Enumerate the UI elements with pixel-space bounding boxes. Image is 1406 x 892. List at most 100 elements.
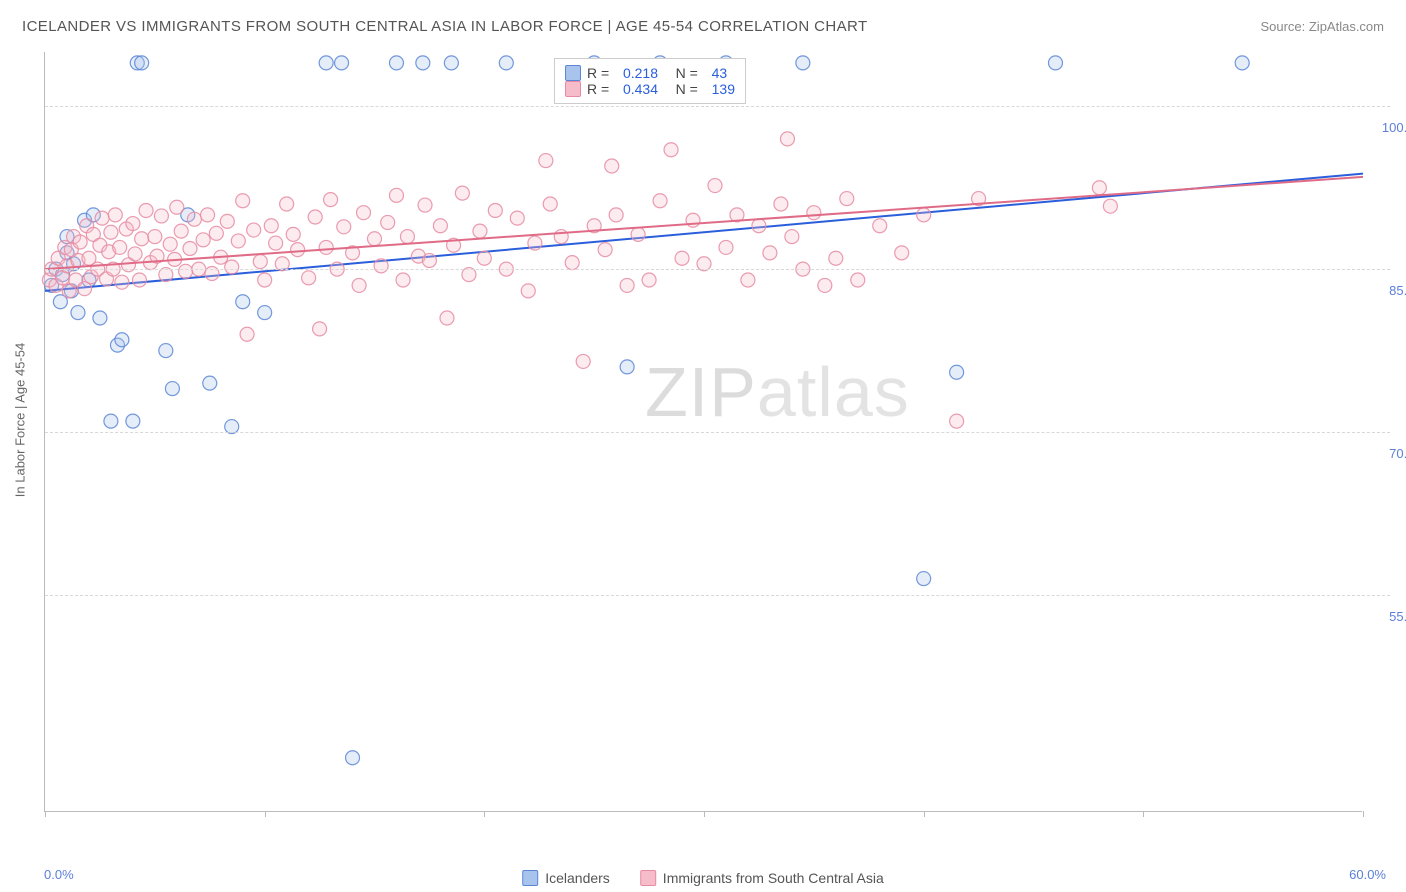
data-point bbox=[642, 273, 656, 287]
legend-label: Immigrants from South Central Asia bbox=[663, 870, 884, 886]
data-point bbox=[488, 204, 502, 218]
data-point bbox=[510, 211, 524, 225]
data-point bbox=[104, 225, 118, 239]
data-point bbox=[269, 236, 283, 250]
legend-item: Immigrants from South Central Asia bbox=[640, 870, 884, 886]
data-point bbox=[368, 232, 382, 246]
data-point bbox=[225, 260, 239, 274]
data-point bbox=[455, 186, 469, 200]
data-point bbox=[609, 208, 623, 222]
y-tick-label: 100.0% bbox=[1370, 120, 1406, 135]
legend-item: Icelanders bbox=[522, 870, 610, 886]
stats-legend-box: R = 0.218 N = 43R = 0.434 N = 139 bbox=[554, 58, 746, 104]
data-point bbox=[108, 208, 122, 222]
x-tick bbox=[45, 811, 46, 817]
x-tick bbox=[265, 811, 266, 817]
x-tick bbox=[704, 811, 705, 817]
data-point bbox=[247, 223, 261, 237]
data-point bbox=[620, 360, 634, 374]
data-point bbox=[126, 217, 140, 231]
data-point bbox=[352, 278, 366, 292]
data-point bbox=[785, 230, 799, 244]
data-point bbox=[280, 197, 294, 211]
data-point bbox=[71, 306, 85, 320]
data-point bbox=[346, 751, 360, 765]
data-point bbox=[1092, 181, 1106, 195]
data-point bbox=[950, 365, 964, 379]
data-point bbox=[128, 247, 142, 261]
data-point bbox=[220, 214, 234, 228]
chart-area: ZIPatlas 100.0%85.0%70.0%55.0% bbox=[44, 52, 1362, 812]
data-point bbox=[115, 275, 129, 289]
data-point bbox=[576, 354, 590, 368]
data-point bbox=[807, 206, 821, 220]
data-point bbox=[1048, 56, 1062, 70]
data-point bbox=[170, 200, 184, 214]
data-point bbox=[104, 414, 118, 428]
data-point bbox=[126, 414, 140, 428]
data-point bbox=[335, 56, 349, 70]
data-point bbox=[598, 243, 612, 257]
data-point bbox=[873, 219, 887, 233]
source-name: ZipAtlas.com bbox=[1309, 19, 1384, 34]
data-point bbox=[950, 414, 964, 428]
data-point bbox=[201, 208, 215, 222]
x-min-label: 0.0% bbox=[44, 867, 74, 882]
data-point bbox=[774, 197, 788, 211]
data-point bbox=[389, 188, 403, 202]
data-point bbox=[917, 572, 931, 586]
data-point bbox=[418, 198, 432, 212]
data-point bbox=[396, 273, 410, 287]
data-point bbox=[895, 246, 909, 260]
x-tick bbox=[924, 811, 925, 817]
data-point bbox=[444, 56, 458, 70]
data-point bbox=[264, 219, 278, 233]
bottom-legend: Icelanders Immigrants from South Central … bbox=[522, 870, 884, 886]
data-point bbox=[631, 227, 645, 241]
data-point bbox=[319, 56, 333, 70]
data-point bbox=[165, 382, 179, 396]
data-point bbox=[374, 259, 388, 273]
data-point bbox=[154, 209, 168, 223]
data-point bbox=[851, 273, 865, 287]
data-point bbox=[543, 197, 557, 211]
data-point bbox=[236, 194, 250, 208]
y-gridline bbox=[45, 269, 1390, 270]
data-point bbox=[829, 251, 843, 265]
data-point bbox=[258, 306, 272, 320]
data-point bbox=[73, 235, 87, 249]
data-point bbox=[308, 210, 322, 224]
data-point bbox=[1103, 199, 1117, 213]
data-point bbox=[605, 159, 619, 173]
data-point bbox=[796, 56, 810, 70]
data-point bbox=[664, 143, 678, 157]
x-tick bbox=[1143, 811, 1144, 817]
data-point bbox=[337, 220, 351, 234]
data-point bbox=[653, 194, 667, 208]
data-point bbox=[302, 271, 316, 285]
data-point bbox=[719, 240, 733, 254]
data-point bbox=[565, 256, 579, 270]
data-point bbox=[416, 56, 430, 70]
data-point bbox=[539, 154, 553, 168]
data-point bbox=[148, 230, 162, 244]
data-point bbox=[473, 224, 487, 238]
data-point bbox=[477, 251, 491, 265]
data-point bbox=[95, 211, 109, 225]
data-point bbox=[440, 311, 454, 325]
data-point bbox=[763, 246, 777, 260]
data-point bbox=[620, 278, 634, 292]
data-point bbox=[132, 273, 146, 287]
y-tick-label: 55.0% bbox=[1370, 609, 1406, 624]
data-point bbox=[686, 213, 700, 227]
data-point bbox=[675, 251, 689, 265]
legend-swatch bbox=[522, 870, 538, 886]
data-point bbox=[183, 242, 197, 256]
data-point bbox=[780, 132, 794, 146]
data-point bbox=[499, 56, 513, 70]
data-point bbox=[389, 56, 403, 70]
data-point bbox=[422, 253, 436, 267]
legend-swatch bbox=[640, 870, 656, 886]
data-point bbox=[528, 236, 542, 250]
data-point bbox=[258, 273, 272, 287]
